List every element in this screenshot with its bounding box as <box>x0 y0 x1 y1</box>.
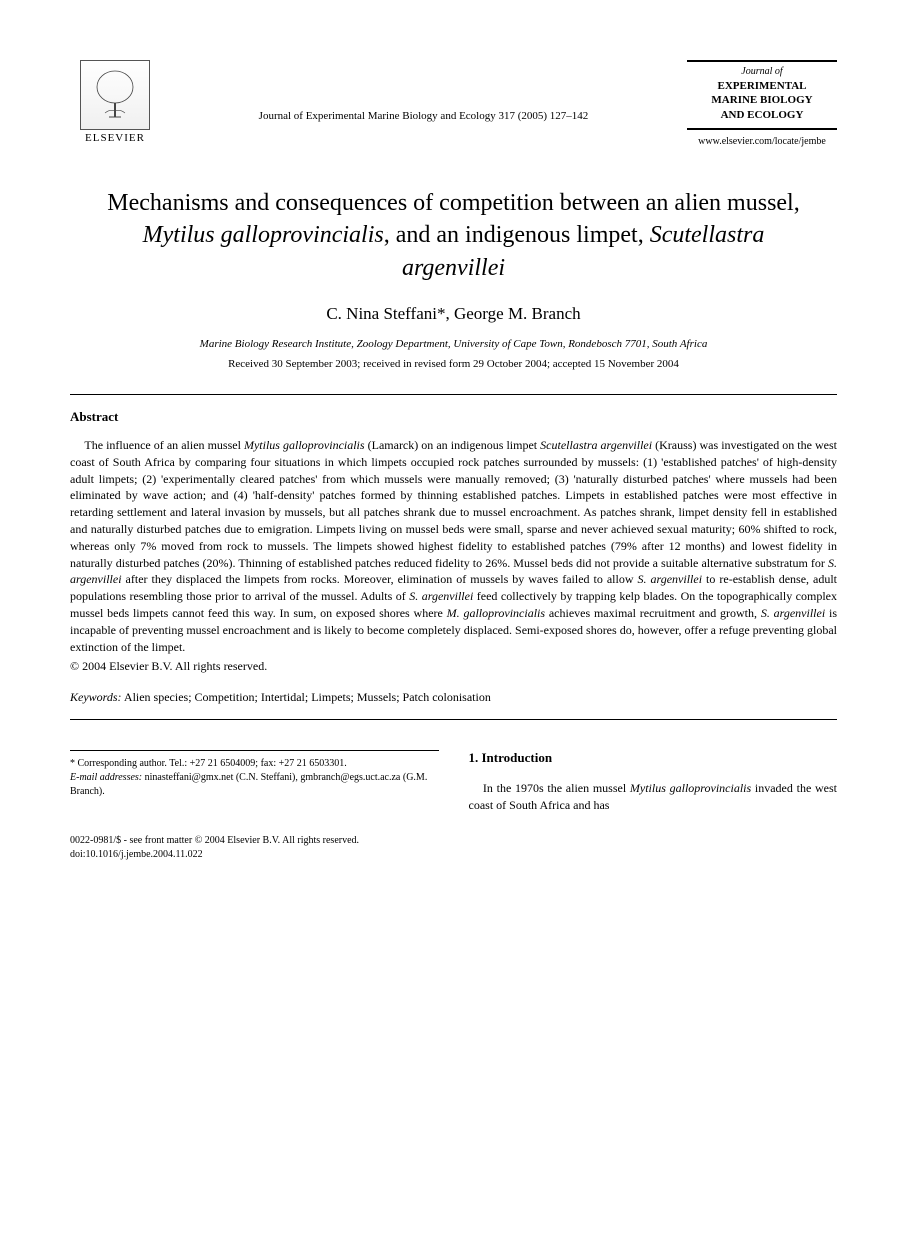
abs-t3: (Krauss) was investigated on the west co… <box>70 438 837 570</box>
corresponding-author: * Corresponding author. Tel.: +27 21 650… <box>70 757 439 771</box>
bottom-columns: * Corresponding author. Tel.: +27 21 650… <box>70 750 837 814</box>
intro-t1: In the 1970s the alien mussel <box>483 781 630 795</box>
abs-t4: after they displaced the limpets from ro… <box>122 572 638 586</box>
abs-t1: The influence of an alien mussel <box>84 438 244 452</box>
abs-t2: (Lamarck) on an indigenous limpet <box>365 438 541 452</box>
title-part1: Mechanisms and consequences of competiti… <box>107 190 799 216</box>
abs-sp2: Scutellastra argenvillei <box>540 438 652 452</box>
elsevier-tree-icon <box>80 60 150 130</box>
keywords-text: Alien species; Competition; Intertidal; … <box>122 690 491 704</box>
front-matter-line: 0022-0981/$ - see front matter © 2004 El… <box>70 834 837 848</box>
journal-main-title: EXPERIMENTAL MARINE BIOLOGY AND ECOLOGY <box>687 77 837 130</box>
title-species1: Mytilus galloprovincialis <box>143 222 384 248</box>
abs-sp4: S. argenvillei <box>638 572 703 586</box>
right-column: 1. Introduction In the 1970s the alien m… <box>469 750 838 814</box>
abs-sp7: S. argenvillei <box>761 606 825 620</box>
introduction-body: In the 1970s the alien mussel Mytilus ga… <box>469 780 838 814</box>
affiliation: Marine Biology Research Institute, Zoolo… <box>70 338 837 350</box>
abs-sp5: S. argenvillei <box>409 589 473 603</box>
rule-before-abstract <box>70 394 837 395</box>
copyright: © 2004 Elsevier B.V. All rights reserved… <box>70 659 837 674</box>
title-part2: , and an indigenous limpet, <box>384 222 650 248</box>
journal-line1: EXPERIMENTAL <box>717 80 806 92</box>
intro-sp1: Mytilus galloprovincialis <box>630 781 751 795</box>
left-column: * Corresponding author. Tel.: +27 21 650… <box>70 750 439 814</box>
keywords: Keywords: Alien species; Competition; In… <box>70 690 837 705</box>
doi-block: 0022-0981/$ - see front matter © 2004 El… <box>70 834 837 862</box>
journal-url: www.elsevier.com/locate/jembe <box>687 136 837 147</box>
footnotes: * Corresponding author. Tel.: +27 21 650… <box>70 750 439 799</box>
doi: doi:10.1016/j.jembe.2004.11.022 <box>70 848 837 862</box>
header-row: ELSEVIER Journal of Experimental Marine … <box>70 60 837 147</box>
abstract-heading: Abstract <box>70 409 837 425</box>
authors: C. Nina Steffani*, George M. Branch <box>70 304 837 324</box>
article-title: Mechanisms and consequences of competiti… <box>90 187 817 284</box>
journal-line2: MARINE BIOLOGY <box>711 94 812 106</box>
email-addresses: E-mail addresses: ninasteffani@gmx.net (… <box>70 771 439 799</box>
introduction-heading: 1. Introduction <box>469 750 838 766</box>
journal-title-box: Journal of EXPERIMENTAL MARINE BIOLOGY A… <box>687 60 837 147</box>
publisher-name: ELSEVIER <box>85 132 145 144</box>
article-dates: Received 30 September 2003; received in … <box>70 358 837 370</box>
journal-reference: Journal of Experimental Marine Biology a… <box>160 60 687 122</box>
abs-sp6: M. galloprovincialis <box>447 606 545 620</box>
publisher-logo: ELSEVIER <box>70 60 160 144</box>
tree-icon <box>85 65 145 125</box>
keywords-label: Keywords: <box>70 690 122 704</box>
abs-t7: achieves maximal recruitment and growth, <box>545 606 761 620</box>
email-label: E-mail addresses: <box>70 772 142 783</box>
journal-line3: AND ECOLOGY <box>721 109 804 121</box>
abs-sp1: Mytilus galloprovincialis <box>244 438 365 452</box>
abstract-body: The influence of an alien mussel Mytilus… <box>70 437 837 655</box>
journal-prefix: Journal of <box>687 60 837 77</box>
rule-after-keywords <box>70 719 837 720</box>
